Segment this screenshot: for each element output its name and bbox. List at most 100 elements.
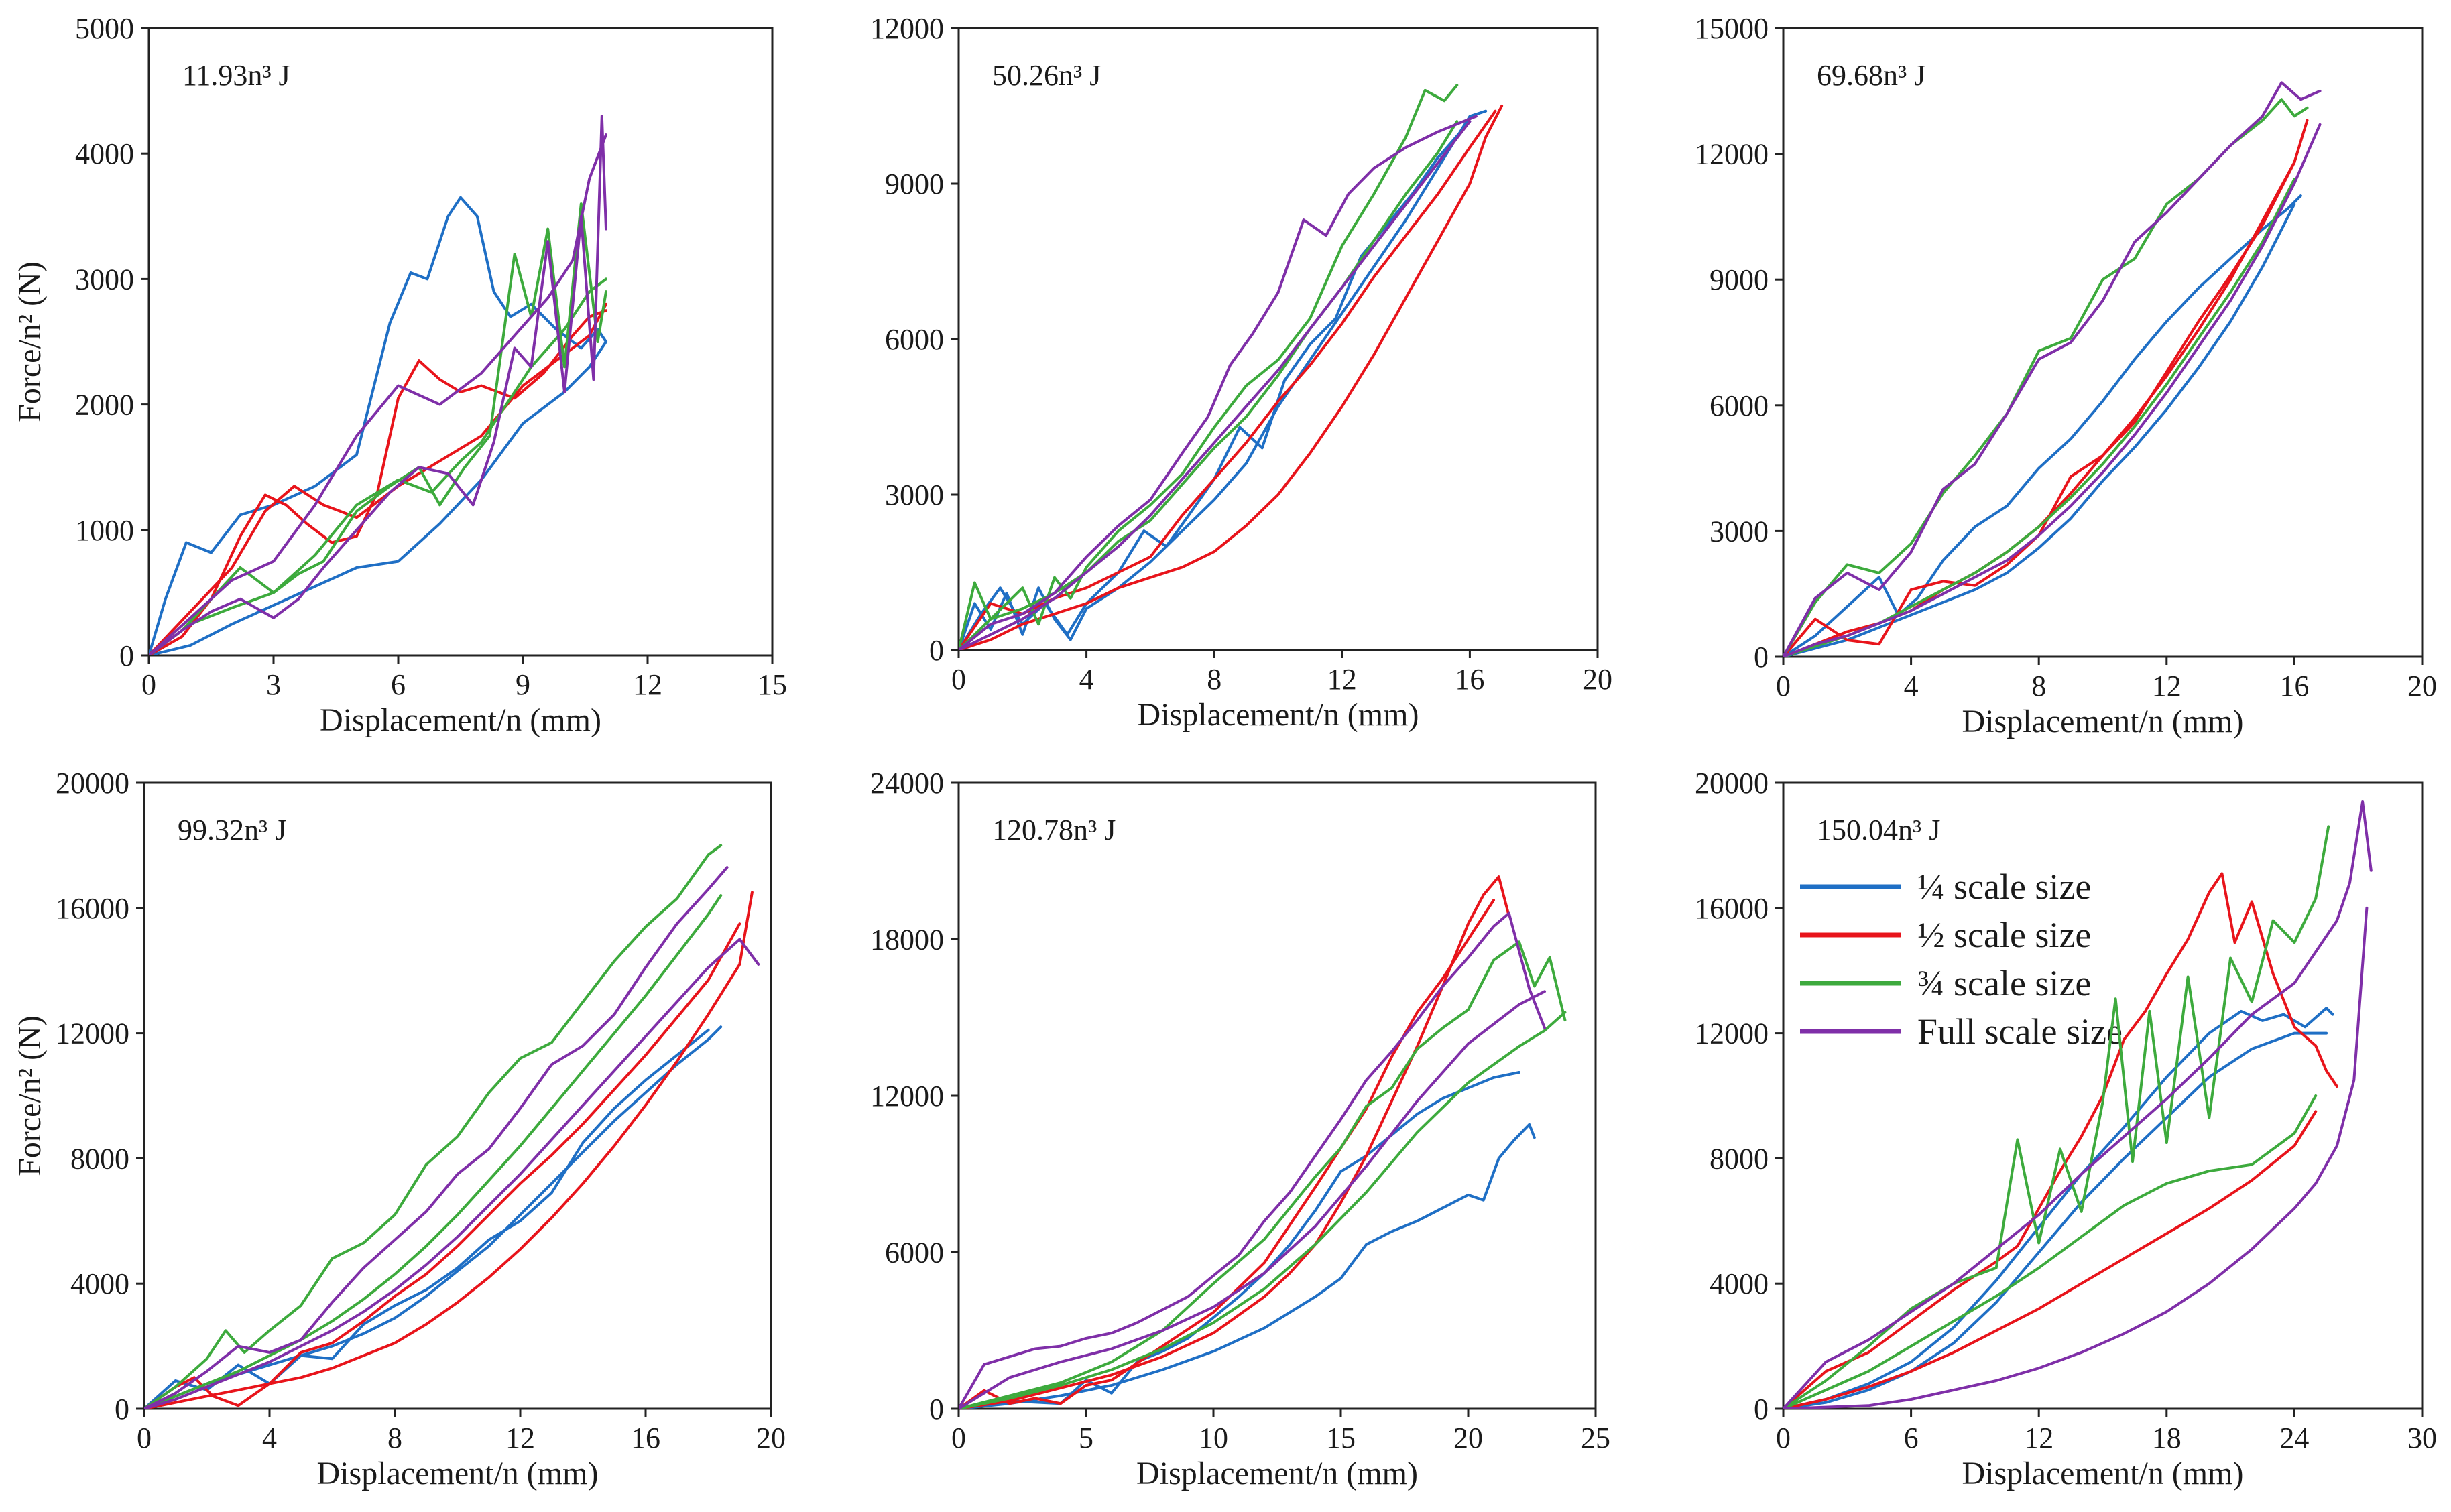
series-group <box>149 115 607 655</box>
y-tick-label: 0 <box>119 639 134 672</box>
series-line--scale-size-0 <box>149 196 607 655</box>
y-tick-label: 16000 <box>56 892 129 925</box>
series-line--scale-size-4 <box>1783 98 2309 657</box>
series-line--scale-size-4 <box>144 844 723 1409</box>
energy-label: 11.93n³ J <box>182 59 290 92</box>
series-line--scale-size-5 <box>959 1011 1567 1409</box>
series-line--scale-size-5 <box>959 120 1459 650</box>
x-tick-label: 15 <box>758 668 787 701</box>
y-axis-label: Force/n² (N) <box>12 261 48 422</box>
series-line-full-scale-size-6 <box>149 115 607 655</box>
legend-label-three-quarter: ¾ scale size <box>1917 963 2091 1003</box>
series-line--scale-size-4 <box>959 940 1567 1409</box>
plot-frame <box>1782 781 2424 1410</box>
panel-120-78-J: 120.78n³ J Displacement/n (mm) 0 5 10 15 20 2… <box>870 767 1610 1491</box>
x-tick-label: 0 <box>951 1422 966 1454</box>
x-tick-label: 25 <box>1581 1422 1610 1454</box>
x-tick-label: 12 <box>2024 1422 2053 1454</box>
series-line--scale-size-4 <box>959 84 1459 650</box>
series-line--scale-size-1 <box>1783 1031 2328 1409</box>
series-group <box>1783 800 2373 1409</box>
legend-label-half: ½ scale size <box>1917 915 2091 955</box>
x-tick-label: 4 <box>262 1422 277 1454</box>
x-tick-label: 0 <box>951 663 966 696</box>
y-tick-label: 12000 <box>870 12 944 45</box>
series-line--scale-size-3 <box>1783 1110 2318 1409</box>
series-group <box>1783 81 2322 657</box>
legend-label-quarter: ¼ scale size <box>1917 867 2091 907</box>
series-line--scale-size-2 <box>144 891 754 1409</box>
x-tick-label: 8 <box>2031 670 2046 702</box>
y-tick-label: 5000 <box>75 12 134 45</box>
x-tick-label: 6 <box>1904 1422 1919 1454</box>
panel-150-04-J: 150.04n³ J Displacement/n (mm) ¼ scale s… <box>1695 767 2437 1491</box>
x-tick-label: 16 <box>1455 663 1484 696</box>
plot-frame <box>1782 27 2424 658</box>
series-line--scale-size-0 <box>1783 194 2302 657</box>
x-tick-label: 0 <box>137 1422 152 1454</box>
x-tick-label: 12 <box>505 1422 535 1454</box>
series-line-full-scale-size-7 <box>1783 123 2322 657</box>
y-tick-label: 3000 <box>75 263 134 296</box>
series-group <box>959 875 1567 1409</box>
x-tick-label: 12 <box>633 668 662 701</box>
panel-69-68-J: 69.68n³ J Displacement/n (mm) 0 4 8 12 16 20 0… <box>1695 12 2437 739</box>
x-tick-label: 20 <box>2407 670 2437 702</box>
series-line--scale-size-2 <box>1783 872 2338 1409</box>
x-axis-label: Displacement/n (mm) <box>1962 704 2244 739</box>
plot-frame <box>143 781 772 1410</box>
x-axis-label: Displacement/n (mm) <box>1136 1456 1418 1491</box>
series-line--scale-size-2 <box>959 875 1510 1409</box>
x-tick-label: 5 <box>1079 1422 1093 1454</box>
y-tick-label: 12000 <box>1695 1017 1769 1050</box>
legend: ¼ scale size ½ scale size ¾ scale size F… <box>1800 867 2123 1052</box>
series-group <box>959 84 1504 650</box>
y-tick-label: 24000 <box>870 767 944 800</box>
series-line-full-scale-size-6 <box>959 911 1546 1409</box>
y-tick-label: 20000 <box>56 767 129 800</box>
series-line-full-scale-size-6 <box>144 866 729 1409</box>
y-tick-label: 18000 <box>870 924 944 956</box>
x-axis-label: Displacement/n (mm) <box>1962 1456 2244 1491</box>
y-tick-label: 0 <box>1754 1393 1769 1426</box>
legend-label-full: Full scale size <box>1917 1011 2123 1052</box>
y-tick-label: 4000 <box>70 1267 129 1300</box>
x-tick-label: 15 <box>1326 1422 1356 1454</box>
x-tick-label: 12 <box>2152 670 2181 702</box>
x-axis-label: Displacement/n (mm) <box>1138 697 1419 733</box>
plot-frame <box>147 27 774 657</box>
y-tick-label: 6000 <box>1710 389 1769 422</box>
y-tick-label: 0 <box>929 634 944 667</box>
series-line-full-scale-size-7 <box>149 133 607 655</box>
x-tick-label: 9 <box>516 668 530 701</box>
x-tick-label: 4 <box>1904 670 1919 702</box>
x-tick-label: 4 <box>1079 663 1094 696</box>
x-tick-label: 0 <box>1776 1422 1791 1454</box>
series-line--scale-size-0 <box>959 1123 1536 1409</box>
y-tick-label: 4000 <box>1710 1267 1769 1300</box>
energy-label: 150.04n³ J <box>1817 814 1940 846</box>
y-tick-label: 16000 <box>1695 892 1769 925</box>
panel-50-26-J: 50.26n³ J Displacement/n (mm) 0 4 8 12 16 20 0… <box>870 12 1612 733</box>
x-tick-label: 20 <box>756 1422 786 1454</box>
series-line--scale-size-3 <box>149 302 607 655</box>
energy-label: 50.26n³ J <box>992 59 1101 92</box>
series-line--scale-size-1 <box>144 1028 710 1409</box>
series-line-full-scale-size-7 <box>1783 906 2369 1409</box>
series-line--scale-size-1 <box>1783 202 2296 657</box>
y-tick-label: 12000 <box>870 1080 944 1113</box>
y-tick-label: 15000 <box>1695 12 1769 45</box>
y-tick-label: 9000 <box>885 168 944 200</box>
y-tick-label: 1000 <box>75 514 134 547</box>
series-line--scale-size-5 <box>1783 1094 2318 1409</box>
series-line-full-scale-size-6 <box>959 115 1478 650</box>
energy-label: 69.68n³ J <box>1817 59 1925 92</box>
series-line--scale-size-2 <box>149 309 607 655</box>
x-tick-label: 20 <box>1453 1422 1483 1454</box>
y-tick-label: 0 <box>1754 641 1769 674</box>
x-tick-label: 16 <box>631 1422 660 1454</box>
x-tick-label: 3 <box>266 668 281 701</box>
series-line--scale-size-4 <box>149 202 607 655</box>
x-tick-label: 0 <box>1776 670 1791 702</box>
y-tick-label: 9000 <box>1710 263 1769 296</box>
